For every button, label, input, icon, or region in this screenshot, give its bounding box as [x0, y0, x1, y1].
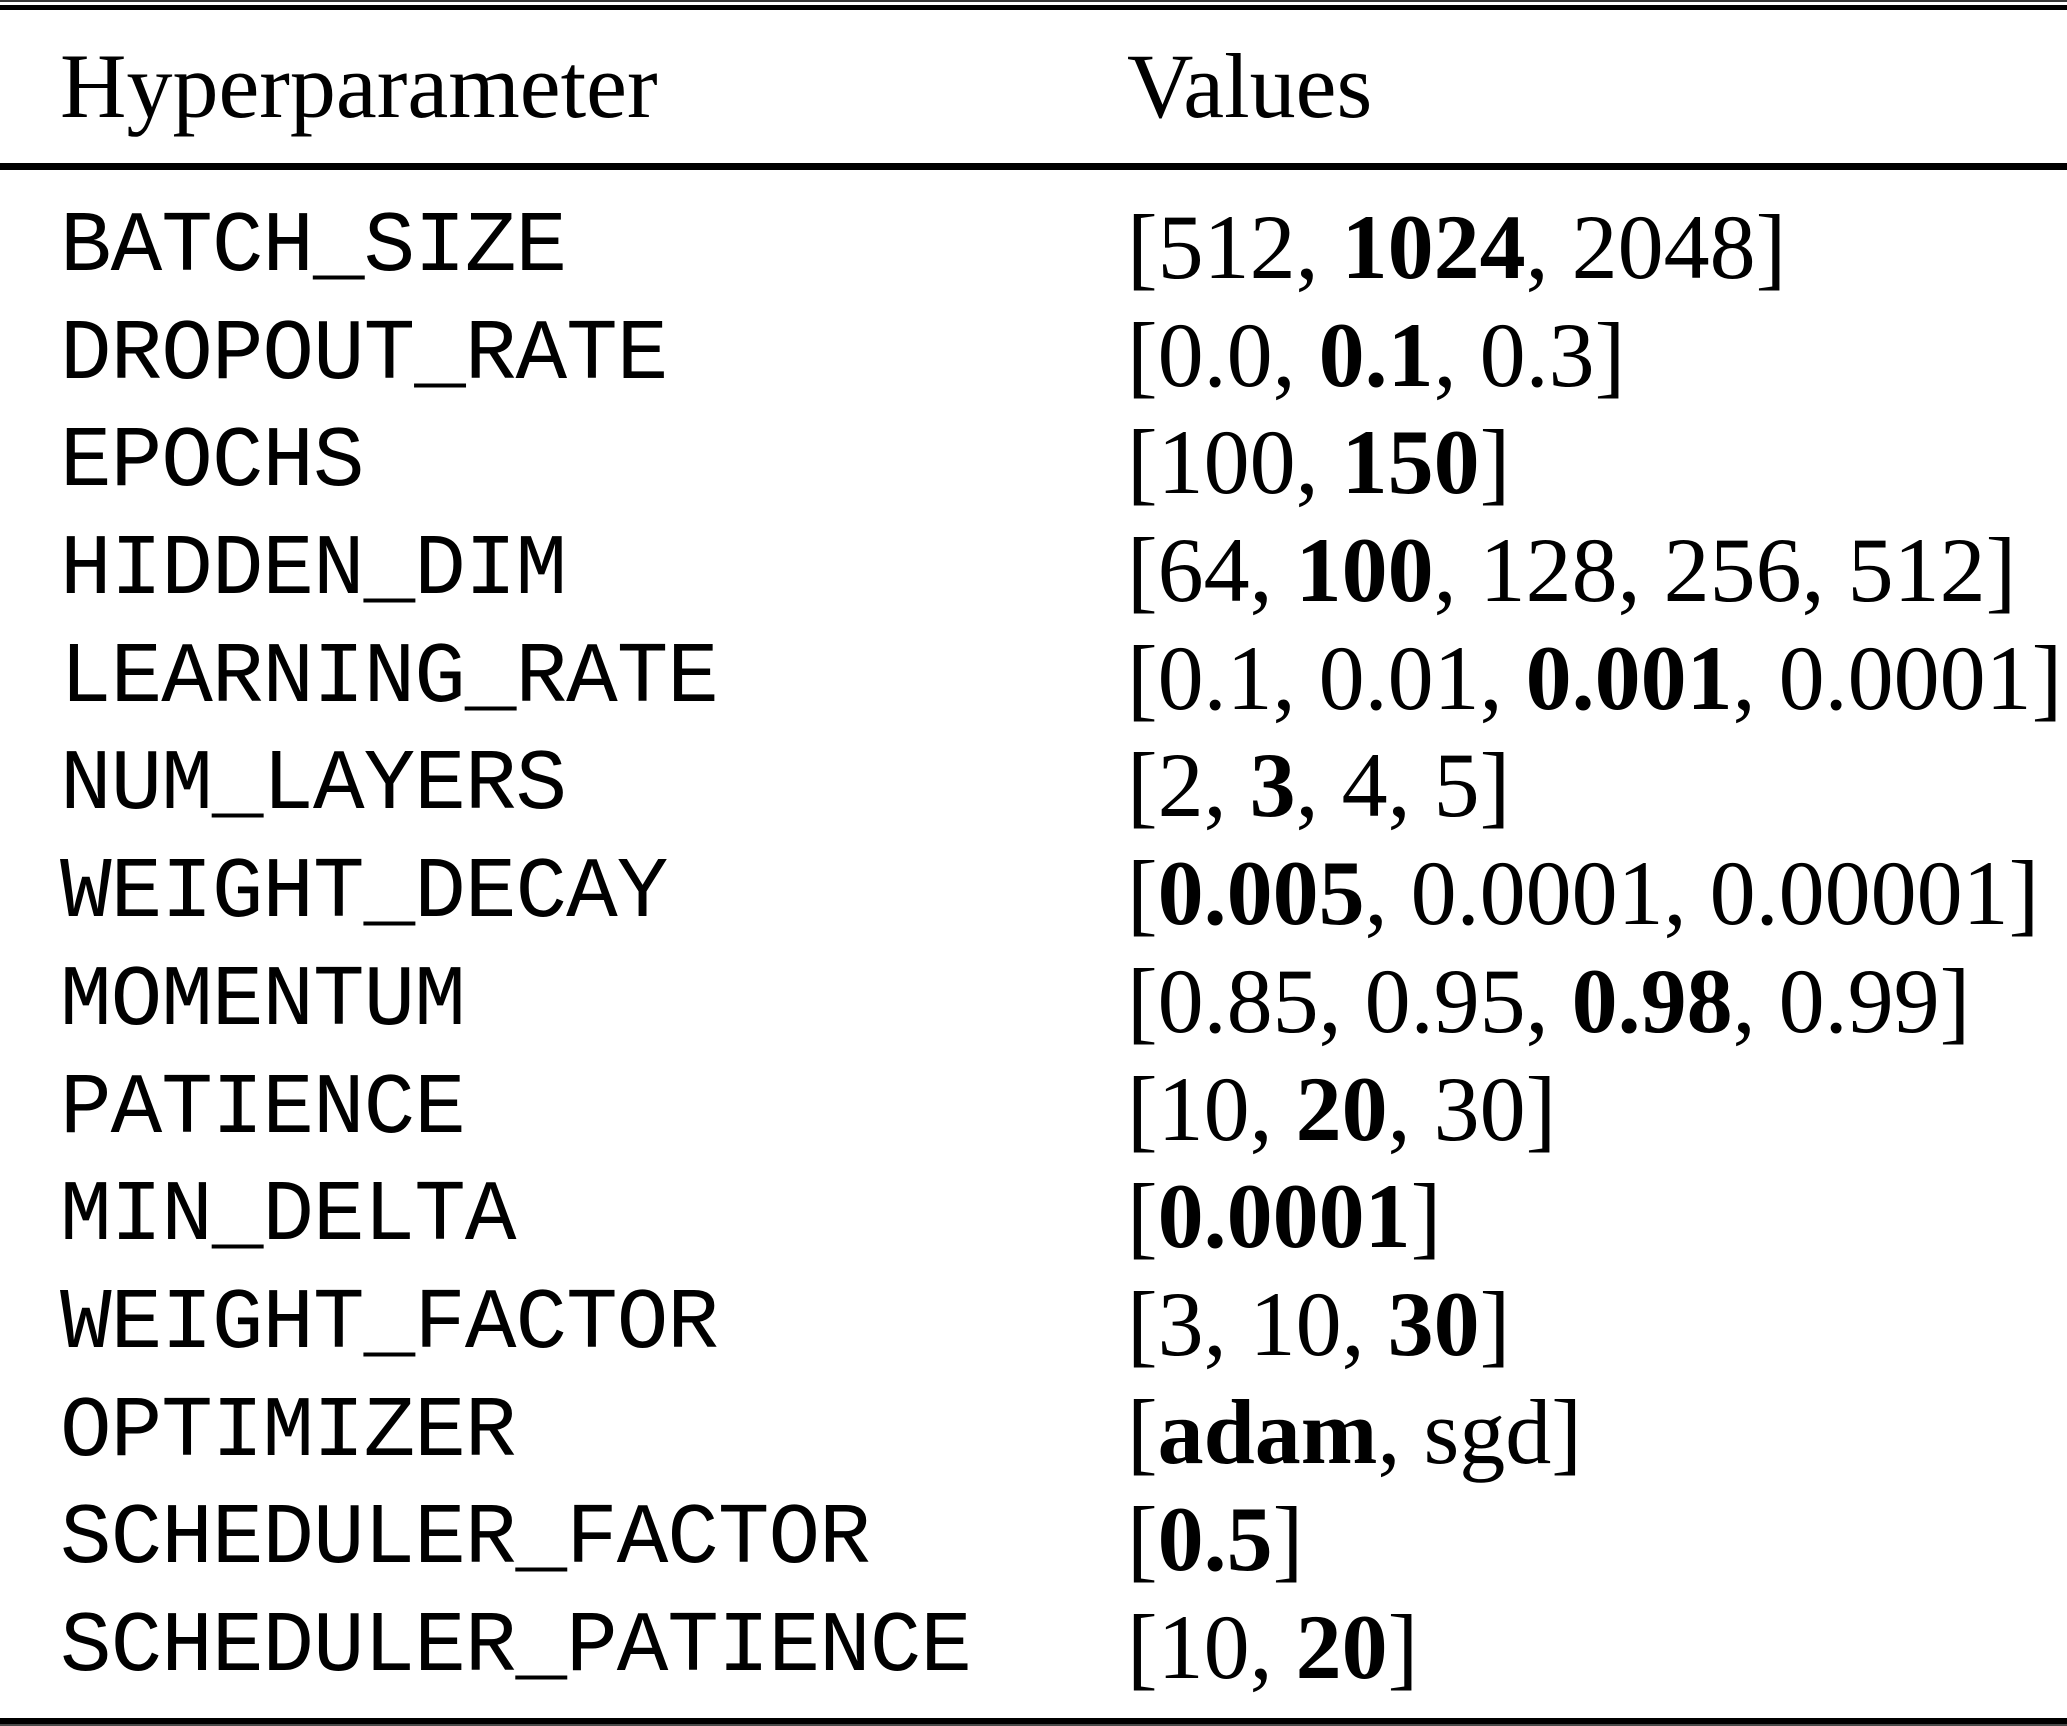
table-row: OPTIMIZER [adam, sgd] [0, 1379, 2067, 1487]
param-values: [0.0, 0.1, 0.3] [1127, 303, 1626, 406]
table-row: LEARNING_RATE [0.1, 0.01, 0.001, 0.0001] [0, 625, 2067, 733]
value: 0.1 [1157, 626, 1273, 729]
table-body: BATCH_SIZE [512, 1024, 2048] DROPOUT_RAT… [0, 170, 2067, 1702]
param-values: [0.005, 0.0001, 0.00001] [1127, 842, 2040, 945]
selected-value: 20 [1295, 1057, 1388, 1160]
param-values: [0.0001] [1127, 1165, 1442, 1268]
table-row: BATCH_SIZE [512, 1024, 2048] [0, 194, 2067, 302]
value: 0.3 [1479, 303, 1595, 406]
value: 4 [1341, 734, 1388, 837]
table-row: DROPOUT_RATE [0.0, 0.1, 0.3] [0, 302, 2067, 410]
param-values: [adam, sgd] [1127, 1380, 1582, 1483]
value: 0.95 [1364, 949, 1526, 1052]
top-rule [0, 5, 2067, 10]
value: 0.0 [1157, 303, 1273, 406]
value: 0.01 [1318, 626, 1480, 729]
table-row: SCHEDULER_PATIENCE [10, 20] [0, 1594, 2067, 1702]
param-values: [10, 20, 30] [1127, 1057, 1557, 1160]
value: 5 [1433, 734, 1480, 837]
value: sgd [1423, 1380, 1552, 1483]
value: 0.85 [1157, 949, 1319, 1052]
value: 512 [1157, 196, 1296, 298]
param-values: [0.85, 0.95, 0.98, 0.99] [1127, 949, 1971, 1052]
param-values: [100, 150] [1127, 411, 1511, 514]
selected-value: 0.98 [1571, 949, 1733, 1052]
bottom-rule-outer [0, 1724, 2067, 1726]
param-values: [3, 10, 30] [1127, 1272, 1511, 1375]
value: 64 [1157, 519, 1250, 622]
selected-value: 0.001 [1525, 626, 1733, 729]
selected-value: 30 [1387, 1272, 1480, 1375]
value: 100 [1157, 411, 1296, 514]
table-row: MIN_DELTA [0.0001] [0, 1163, 2067, 1271]
param-values: [64, 100, 128, 256, 512] [1127, 519, 2017, 622]
table-row: HIDDEN_DIM [64, 100, 128, 256, 512] [0, 517, 2067, 625]
param-values: [512, 1024, 2048] [1127, 196, 1787, 298]
param-name: DROPOUT_RATE [60, 305, 668, 404]
value: 30 [1433, 1057, 1526, 1160]
table-row: WEIGHT_DECAY [0.005, 0.0001, 0.00001] [0, 840, 2067, 948]
param-name: HIDDEN_DIM [60, 521, 567, 620]
value: 256 [1663, 519, 1802, 622]
table-row: EPOCHS [100, 150] [0, 409, 2067, 517]
selected-value: adam [1157, 1380, 1378, 1483]
selected-value: 0.1 [1318, 303, 1434, 406]
param-values: [0.5] [1127, 1488, 1304, 1591]
table-header: Hyperparameter Values [0, 10, 2067, 163]
value: 2 [1157, 734, 1204, 837]
selected-value: 0.5 [1157, 1488, 1273, 1591]
param-name: NUM_LAYERS [60, 736, 567, 835]
value: 0.99 [1778, 949, 1940, 1052]
value: 0.0001 [1778, 626, 2032, 729]
header-rule [0, 163, 2067, 170]
param-name: WEIGHT_DECAY [60, 844, 668, 943]
param-values: [10, 20] [1127, 1595, 1419, 1698]
table-row: WEIGHT_FACTOR [3, 10, 30] [0, 1271, 2067, 1379]
table-row: PATIENCE [10, 20, 30] [0, 1056, 2067, 1164]
value: 0.00001 [1709, 842, 2009, 945]
selected-value: 3 [1249, 734, 1296, 837]
column-header-hyperparameter: Hyperparameter [60, 35, 658, 137]
selected-value: 20 [1295, 1595, 1388, 1698]
param-values: [2, 3, 4, 5] [1127, 734, 1511, 837]
table-row: NUM_LAYERS [2, 3, 4, 5] [0, 732, 2067, 840]
selected-value: 150 [1341, 411, 1480, 514]
param-name: SCHEDULER_FACTOR [60, 1490, 871, 1589]
selected-value: 100 [1295, 519, 1434, 622]
selected-value: 0.005 [1157, 842, 1365, 945]
param-name: BATCH_SIZE [60, 198, 567, 296]
bottom-rule [0, 1718, 2067, 1724]
param-name: PATIENCE [60, 1059, 466, 1158]
value: 10 [1157, 1595, 1250, 1698]
value: 3 [1157, 1272, 1204, 1375]
selected-value: 1024 [1341, 196, 1526, 298]
value: 512 [1847, 519, 1986, 622]
value: 2048 [1571, 196, 1756, 298]
top-rule-gap [0, 2, 2067, 5]
param-name: SCHEDULER_PATIENCE [60, 1597, 972, 1696]
param-name: MOMENTUM [60, 951, 466, 1050]
column-header-values: Values [1127, 35, 1373, 137]
value: 128 [1479, 519, 1618, 622]
table-row: SCHEDULER_FACTOR [0.5] [0, 1486, 2067, 1594]
table-row: MOMENTUM [0.85, 0.95, 0.98, 0.99] [0, 948, 2067, 1056]
param-name: LEARNING_RATE [60, 628, 719, 727]
param-name: OPTIMIZER [60, 1382, 516, 1481]
param-name: MIN_DELTA [60, 1167, 516, 1266]
selected-value: 0.0001 [1157, 1165, 1411, 1268]
param-name: EPOCHS [60, 413, 365, 512]
value: 0.0001 [1410, 842, 1664, 945]
value: 10 [1249, 1272, 1342, 1375]
value: 10 [1157, 1057, 1250, 1160]
param-name: WEIGHT_FACTOR [60, 1274, 719, 1373]
param-values: [0.1, 0.01, 0.001, 0.0001] [1127, 626, 2063, 729]
top-rule-outer [0, 0, 2067, 2]
